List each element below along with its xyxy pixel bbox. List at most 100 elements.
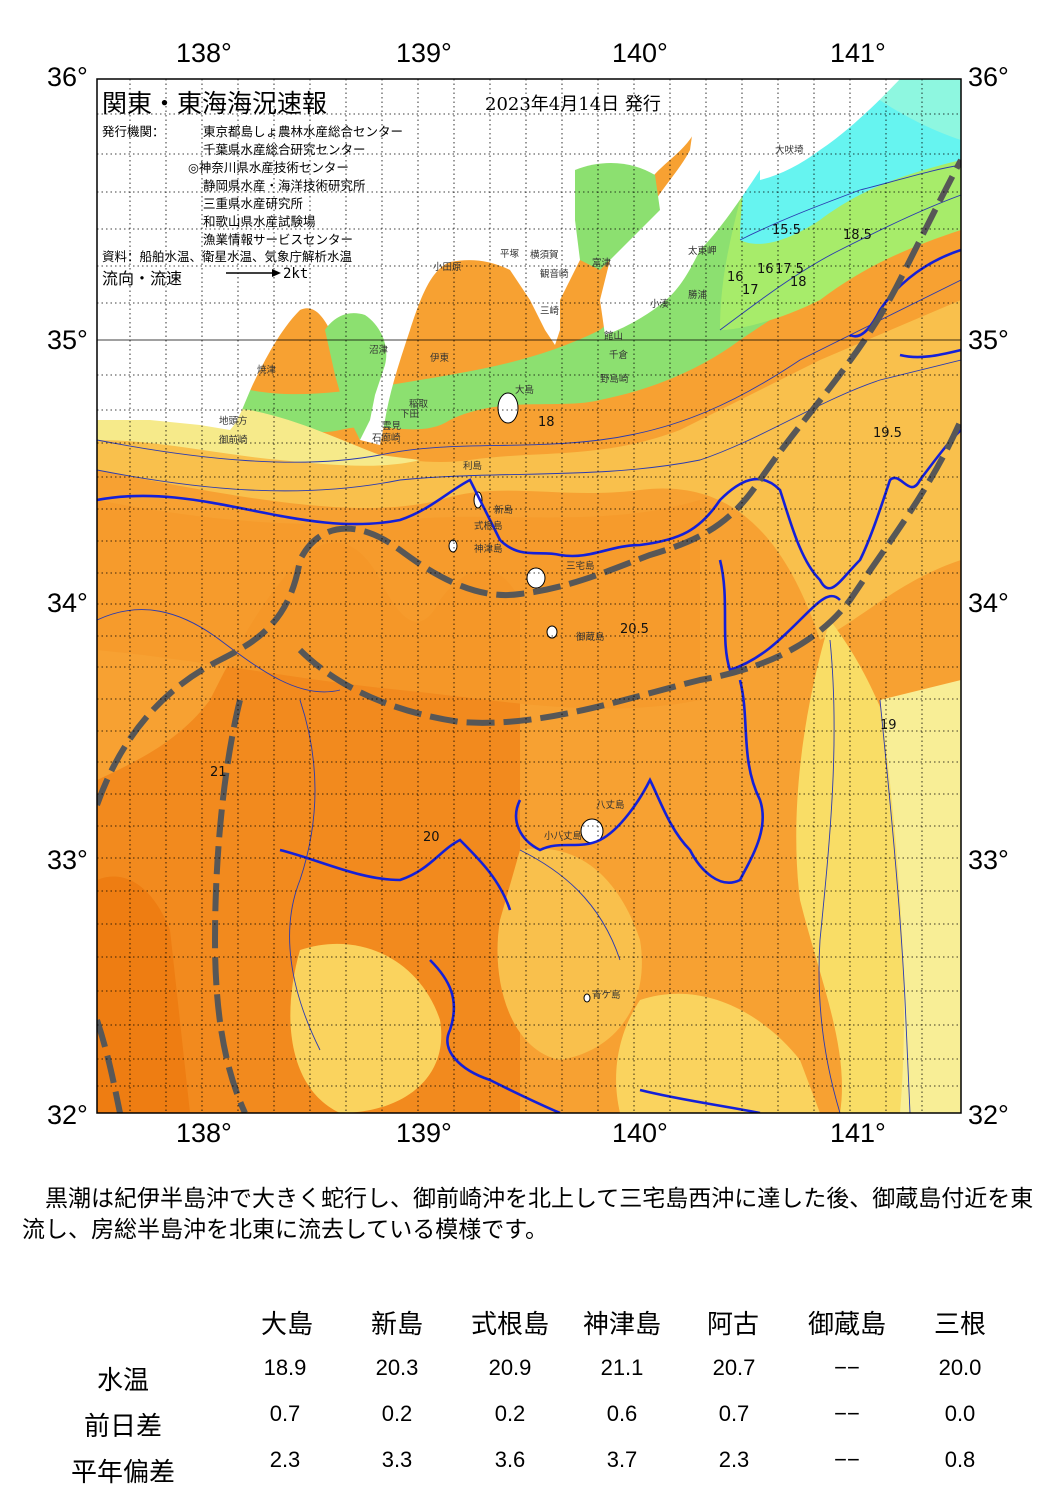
table-cell: 0.7 (269, 1401, 301, 1426)
table-cell: 0.0 (944, 1401, 976, 1426)
place-name: 地頭方 (219, 416, 248, 427)
place-name: 焼津 (257, 365, 277, 376)
place-name: 三崎 (540, 306, 560, 317)
table-cell: 20.0 (938, 1355, 982, 1380)
grid-lines (97, 79, 961, 1113)
isotherm-label: 17.5 (775, 262, 804, 277)
table-cell: −− (834, 1401, 860, 1426)
isotherm-label: 18 (790, 275, 807, 290)
table-header: 阿古 (706, 1310, 759, 1340)
isotherm-label: 18 (538, 415, 555, 430)
place-name: 稲取 (409, 399, 429, 410)
lat-label-right: 32° (968, 1100, 1009, 1130)
place-name: 平塚 (500, 249, 520, 260)
lat-label-left: 33° (47, 845, 88, 875)
place-name: 伊東 (430, 353, 450, 364)
org-label: 発行機関： (102, 124, 165, 139)
place-name: 下田 (400, 409, 420, 420)
lat-label-left: 34° (47, 588, 88, 618)
isotherm-label: 16 (757, 262, 774, 277)
isotherm-lines (97, 164, 961, 1113)
lon-label-bottom: 140° (612, 1118, 668, 1148)
organization: ◎神奈川県水産技術センター (188, 160, 349, 175)
place-name: 富津 (592, 258, 612, 269)
lat-label-right: 35° (968, 325, 1009, 355)
table-cell: 20.7 (712, 1355, 756, 1380)
isotherm-label: 19.5 (873, 426, 902, 441)
flow-legend-speed: 2kt (283, 266, 309, 282)
organization: 三重県水産研究所 (203, 196, 304, 211)
organization: 和歌山県水産試験場 (203, 214, 316, 229)
table-header: 式根島 (470, 1310, 549, 1340)
table-cell: 0.2 (381, 1401, 413, 1426)
lon-label-bottom: 141° (830, 1118, 886, 1148)
isotherm-label: 19 (880, 718, 897, 733)
place-name: 三宅島 (566, 561, 595, 572)
table-cell: 2.3 (718, 1447, 750, 1472)
lat-label-right: 33° (968, 845, 1009, 875)
table-cell: 3.3 (381, 1447, 413, 1472)
table-cell: 0.8 (944, 1447, 976, 1472)
organization: 静岡県水産・海洋技術研究所 (203, 178, 366, 193)
table-header: 新島 (370, 1310, 423, 1340)
lon-label-top: 139° (396, 38, 452, 68)
table-row-label: 平年偏差 (70, 1458, 175, 1488)
table-cell: 3.7 (606, 1447, 638, 1472)
table-cell: 20.3 (375, 1355, 419, 1380)
table-header: 三根 (933, 1310, 986, 1340)
flow-legend-label: 流向・流速 (102, 269, 183, 288)
map-frame (96, 78, 962, 1114)
table-row-label: 前日差 (83, 1412, 162, 1442)
isotherm-label: 16 (727, 270, 744, 285)
organization: 漁業情報サービスセンター (203, 232, 354, 247)
place-name: 雲見 (382, 421, 402, 432)
place-name: 千倉 (609, 350, 629, 361)
place-name: 石廊崎 (372, 433, 401, 444)
table-cell: −− (834, 1447, 860, 1472)
organization: 千葉県水産総合研究センター (203, 142, 366, 157)
flow-arrow-icon (226, 269, 281, 277)
place-name: 小八丈島 (544, 831, 583, 842)
place-name: 大吠埼 (775, 145, 804, 156)
place-name: 大島 (515, 385, 535, 396)
organization: 東京都島しょ農林水産総合センター (203, 124, 404, 139)
map-title: 関東・東海海況速報 (102, 89, 328, 118)
table-header: 大島 (260, 1310, 313, 1340)
lat-label-right: 36° (968, 62, 1009, 92)
lat-label-right: 34° (968, 588, 1009, 618)
isotherm-label: 17 (742, 283, 759, 298)
table-cell: 2.3 (269, 1447, 301, 1472)
lon-label-top: 141° (830, 38, 886, 68)
table-cell: 20.9 (488, 1355, 532, 1380)
place-name: 勝浦 (688, 290, 708, 301)
lat-label-left: 32° (47, 1100, 88, 1130)
data-source: 資料：船舶水温、衛星水温、気象庁解析水温 (102, 249, 353, 264)
issue-date: 2023年4月14日 発行 (485, 94, 661, 115)
table-cell: 18.9 (263, 1355, 307, 1380)
lon-label-top: 138° (176, 38, 232, 68)
lon-label-bottom: 138° (176, 1118, 232, 1148)
place-name: 小田原 (433, 262, 462, 273)
map-canvas (96, 78, 962, 1114)
place-name: 御蔵島 (576, 632, 605, 643)
table-row-label: 水温 (96, 1366, 149, 1396)
kuroshio-axis-lines (97, 158, 961, 1113)
table-cell: 0.6 (606, 1401, 638, 1426)
table-cell: −− (834, 1355, 860, 1380)
place-name: 神津島 (474, 544, 503, 555)
lon-label-top: 140° (612, 38, 668, 68)
place-name: 沼津 (369, 345, 389, 356)
sea-temperature-map: 138° 139° 140° 141° 138° 139° 140° 141° … (47, 38, 1009, 1148)
table-cell: 0.7 (718, 1401, 750, 1426)
place-name: 利島 (463, 461, 483, 472)
temperature-fill (97, 79, 961, 1113)
lon-label-bottom: 139° (396, 1118, 452, 1148)
lat-label-left: 36° (47, 62, 88, 92)
place-name: 青ケ島 (592, 990, 621, 1001)
isotherm-label: 18.5 (843, 228, 872, 243)
place-name: 新島 (494, 505, 514, 516)
place-name: 横須賀 (530, 250, 559, 261)
place-name: 館山 (604, 331, 624, 342)
place-name: 野島崎 (600, 374, 629, 385)
table-cell: 21.1 (600, 1355, 644, 1380)
